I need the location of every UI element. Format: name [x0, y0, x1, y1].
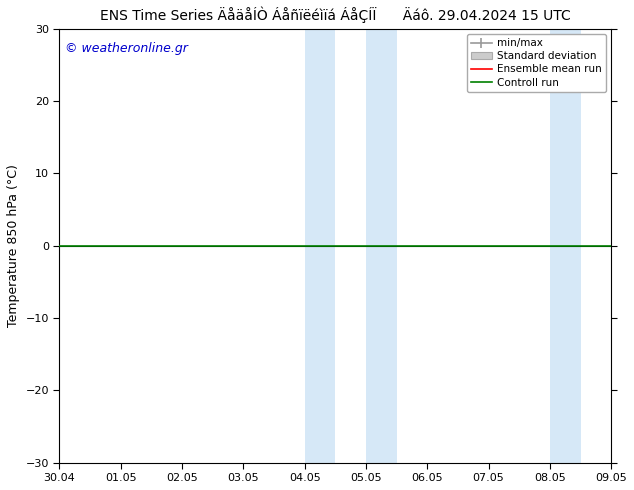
Bar: [366, 29, 397, 463]
Bar: [305, 29, 335, 463]
Y-axis label: Temperature 850 hPa (°C): Temperature 850 hPa (°C): [7, 164, 20, 327]
Title: ENS Time Series ÄåäåÍÒ Áåñïëéìïá ÁåÇÍÏ      Äáô. 29.04.2024 15 UTC: ENS Time Series ÄåäåÍÒ Áåñïëéìïá ÁåÇÍÏ Ä…: [100, 7, 571, 24]
Text: © weatheronline.gr: © weatheronline.gr: [65, 42, 188, 55]
Legend: min/max, Standard deviation, Ensemble mean run, Controll run: min/max, Standard deviation, Ensemble me…: [467, 34, 606, 92]
Bar: [550, 29, 581, 463]
